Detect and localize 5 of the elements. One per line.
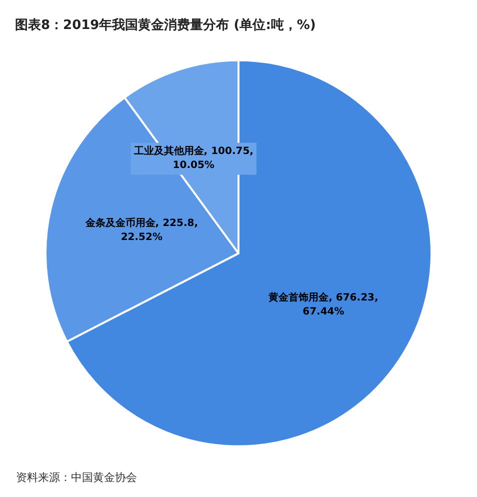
slice-label: 金条及金币用金, 225.8, 22.52% [84, 216, 198, 243]
slice-label: 黄金首饰用金, 676.23, 67.44% [268, 292, 378, 318]
text: 资料来源：中国黄金协会 [16, 471, 137, 484]
chart-title: 图表8：2019年我国黄金消费量分布 (单位:吨，%) [15, 17, 316, 33]
slice-label: 工业及其他用金, 100.75, 10.05% [132, 145, 254, 172]
